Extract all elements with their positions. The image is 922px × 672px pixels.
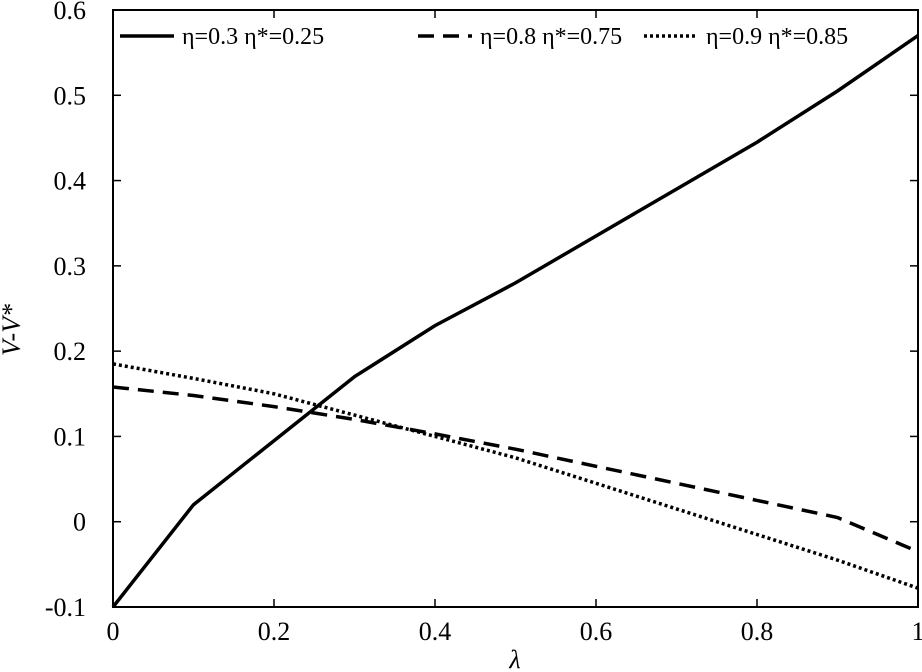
x-tick-label: 0.6: [580, 617, 613, 646]
x-tick-label: 0.4: [419, 617, 452, 646]
series-line-1: [111, 34, 919, 609]
x-tick-label: 1: [912, 617, 922, 646]
x-tick-label: 0: [107, 617, 120, 646]
series-line-2: [112, 385, 919, 554]
legend-label-3: η=0.9 η*=0.85: [706, 24, 848, 50]
y-tick-label: 0.1: [54, 422, 87, 451]
legend-label-1: η=0.3 η*=0.25: [182, 24, 324, 50]
axis-ticks: 0 0.2 0.4 0.6 0.8 1 -0.1 0 0.1 0.2 0.3 0.4 0.5 0.6: [45, 0, 922, 646]
y-tick-label: 0.4: [54, 167, 87, 196]
x-tick-label: 0.2: [258, 617, 291, 646]
y-tick-label: 0.6: [54, 0, 87, 25]
y-tick-label: 0.5: [54, 81, 87, 110]
y-tick-label: 0: [73, 508, 86, 537]
y-axis-label: V-V*: [0, 304, 26, 356]
y-tick-label: 0.3: [54, 252, 87, 281]
y-tick-label: -0.1: [45, 593, 86, 622]
legend-label-2: η=0.8 η*=0.75: [480, 24, 622, 50]
x-axis-label: λ: [508, 645, 520, 672]
plot-area: [112, 9, 919, 608]
legend: η=0.3 η*=0.25 η=0.8 η*=0.75 η=0.9 η*=0.85: [120, 24, 848, 50]
series-layer: [111, 34, 919, 609]
x-tick-label: 0.8: [741, 617, 774, 646]
y-tick-label: 0.2: [54, 337, 87, 366]
